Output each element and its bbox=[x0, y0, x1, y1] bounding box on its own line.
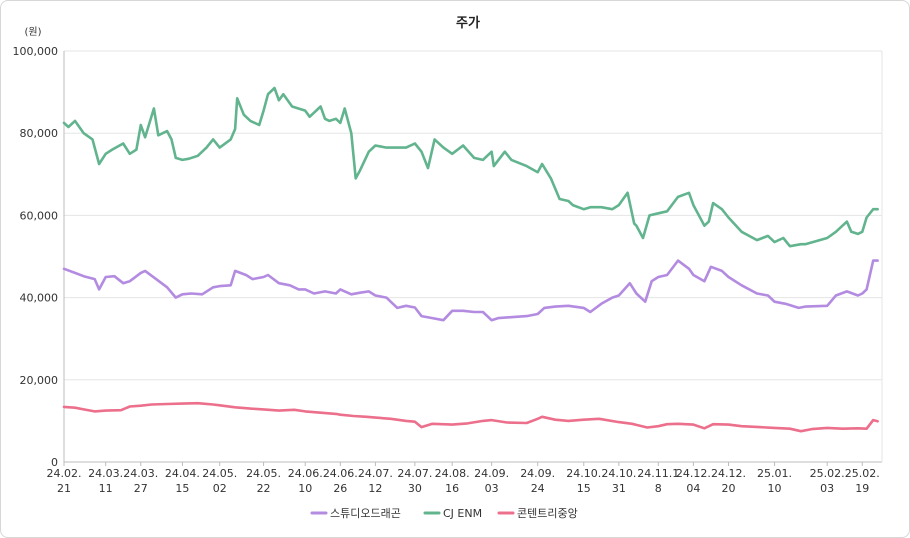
grid-lines bbox=[63, 50, 883, 463]
x-tick-label-day: 8 bbox=[655, 482, 662, 495]
x-tick-label: 24.07. bbox=[358, 467, 393, 480]
x-tick-label-day: 15 bbox=[175, 482, 189, 495]
legend-item-0[interactable]: 스튜디오드래곤 bbox=[310, 507, 401, 520]
x-tick-label-day: 03 bbox=[485, 482, 499, 495]
y-tick-label: 60,000 bbox=[20, 209, 59, 222]
y-axis-unit: (원) bbox=[24, 26, 41, 38]
x-tick-label: 24.07. bbox=[397, 467, 432, 480]
x-tick-label-day: 10 bbox=[298, 482, 312, 495]
x-tick-label: 24.05. bbox=[202, 467, 237, 480]
x-tick-label-day: 26 bbox=[333, 482, 347, 495]
x-tick-label-day: 19 bbox=[855, 482, 869, 495]
x-tick-label-day: 22 bbox=[257, 482, 271, 495]
x-tick-label: 24.06. bbox=[323, 467, 358, 480]
x-tick-label: 24.08. bbox=[435, 467, 470, 480]
x-tick-label-day: 04 bbox=[686, 482, 700, 495]
legend-item-2[interactable]: 콘텐트리중앙 bbox=[497, 507, 578, 520]
legend-label: CJ ENM bbox=[443, 507, 482, 520]
x-tick-label-day: 31 bbox=[612, 482, 626, 495]
legend-item-1[interactable]: CJ ENM bbox=[423, 507, 482, 520]
y-axis-ticks: 0 20,000 40,000 60,000 80,000 100,000 bbox=[13, 45, 59, 469]
x-tick-label-day: 11 bbox=[99, 482, 113, 495]
x-tick-label-day: 27 bbox=[134, 482, 148, 495]
x-tick-label: 24.10. bbox=[601, 467, 636, 480]
x-tick-label: 24.05. bbox=[246, 467, 281, 480]
x-tick-label: 24.06. bbox=[288, 467, 323, 480]
x-tick-label: 25.02. bbox=[810, 467, 845, 480]
x-tick-label-day: 02 bbox=[213, 482, 227, 495]
x-tick-label-day: 03 bbox=[820, 482, 834, 495]
x-tick-label: 24.09. bbox=[520, 467, 555, 480]
series-lines bbox=[62, 86, 879, 433]
x-tick-label: 24.11.1 bbox=[637, 467, 679, 480]
x-tick-label: 24.04. bbox=[165, 467, 200, 480]
series-line-1 bbox=[62, 86, 879, 248]
x-tick-label-day: 21 bbox=[57, 482, 71, 495]
x-tick-label: 24.03. bbox=[123, 467, 158, 480]
y-tick-label: 20,000 bbox=[20, 374, 59, 387]
legend-label: 콘텐트리중앙 bbox=[517, 507, 578, 520]
x-tick-label-day: 30 bbox=[408, 482, 422, 495]
chart-title: 주가 bbox=[456, 16, 480, 31]
legend-label: 스튜디오드래곤 bbox=[330, 507, 401, 520]
x-tick-label: 24.12. bbox=[676, 467, 711, 480]
x-tick-label-day: 12 bbox=[368, 482, 382, 495]
x-tick-label: 25.02. bbox=[845, 467, 880, 480]
y-tick-label: 100,000 bbox=[13, 45, 59, 58]
x-tick-label-day: 15 bbox=[577, 482, 591, 495]
series-line-0 bbox=[62, 259, 879, 322]
y-tick-label: 40,000 bbox=[20, 292, 59, 305]
series-line-2 bbox=[62, 401, 879, 433]
x-tick-label: 24.10. bbox=[566, 467, 601, 480]
x-tick-label: 24.03. bbox=[88, 467, 123, 480]
x-tick-label: 24.12. bbox=[711, 467, 746, 480]
x-tick-label: 24.02. bbox=[47, 467, 82, 480]
x-tick-label-day: 24 bbox=[531, 482, 545, 495]
x-tick-label-day: 20 bbox=[721, 482, 735, 495]
x-tick-label-day: 16 bbox=[445, 482, 459, 495]
x-tick-label-day: 10 bbox=[768, 482, 782, 495]
x-tick-label: 24.09. bbox=[474, 467, 509, 480]
x-axis-ticks: 24.02. 21 24.03. 11 24.03. 27 24.04. 15 24.05. 02… bbox=[47, 462, 880, 495]
legend[interactable]: 스튜디오드래곤 CJ ENM 콘텐트리중앙 bbox=[310, 507, 578, 520]
y-tick-label: 0 bbox=[51, 456, 58, 469]
y-tick-label: 80,000 bbox=[20, 127, 59, 140]
x-tick-label: 25.01. bbox=[757, 467, 792, 480]
